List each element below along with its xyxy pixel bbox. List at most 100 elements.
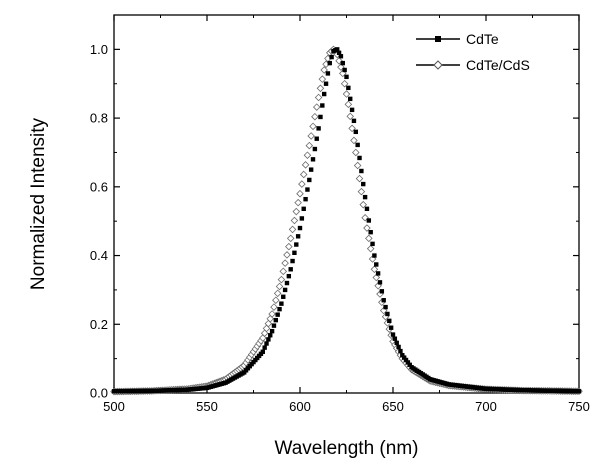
data-point — [321, 91, 327, 97]
legend-label-cdte: CdTe — [466, 31, 499, 47]
data-point — [370, 265, 379, 274]
data-point — [273, 317, 279, 323]
data-point — [275, 282, 284, 291]
data-point — [262, 345, 267, 350]
data-point — [296, 189, 304, 198]
data-point — [335, 47, 340, 52]
data-point — [366, 244, 375, 253]
data-point — [318, 114, 323, 120]
data-point — [346, 85, 351, 91]
y-tick-label: 0.2 — [90, 317, 108, 332]
data-point — [309, 122, 317, 131]
data-point — [372, 273, 381, 282]
data-point — [316, 126, 321, 131]
data-point — [359, 200, 368, 209]
data-point — [383, 304, 388, 310]
data-point — [400, 353, 405, 358]
data-point — [311, 112, 319, 121]
data-point — [342, 67, 347, 73]
data-point — [320, 103, 325, 108]
data-point — [338, 54, 344, 59]
data-point — [351, 118, 357, 124]
data-point — [294, 242, 299, 247]
data-point — [364, 206, 370, 212]
data-point — [316, 84, 325, 93]
data-point — [281, 259, 289, 267]
data-point — [407, 362, 412, 368]
data-point — [305, 187, 310, 192]
data-point — [281, 294, 286, 299]
data-point — [295, 234, 301, 239]
data-point — [290, 216, 299, 225]
data-point — [290, 258, 295, 264]
data-point — [348, 96, 353, 102]
data-point — [283, 251, 291, 259]
data-point — [273, 289, 282, 298]
data-point — [344, 74, 349, 80]
data-point — [346, 112, 354, 121]
data-point — [361, 181, 366, 187]
data-point — [385, 311, 390, 317]
x-tick-label: 650 — [382, 399, 404, 414]
legend-marker-cdte — [435, 36, 441, 42]
data-point — [396, 344, 401, 350]
data-point — [329, 54, 334, 60]
data-point — [314, 136, 319, 141]
data-point — [359, 168, 364, 174]
data-point — [365, 234, 373, 243]
data-point — [381, 298, 386, 303]
data-point — [576, 389, 582, 394]
data-point — [264, 341, 269, 346]
data-point — [308, 167, 314, 172]
x-tick-label: 700 — [475, 399, 497, 414]
data-point — [336, 50, 342, 55]
data-point — [342, 90, 351, 98]
data-point — [277, 306, 282, 312]
data-point — [307, 177, 312, 183]
legend-marker-cdte-cds — [433, 60, 443, 70]
data-point — [279, 267, 288, 276]
data-point — [272, 296, 280, 304]
data-point — [303, 151, 312, 159]
data-point — [362, 194, 368, 200]
data-point — [403, 357, 409, 363]
data-point — [268, 310, 276, 318]
data-point — [260, 349, 265, 354]
data-point — [297, 225, 303, 231]
data-point — [292, 207, 301, 216]
data-point — [268, 333, 273, 338]
data-point — [357, 155, 362, 161]
y-axis: 0.0 0.2 0.4 0.6 0.8 1.0 — [90, 14, 579, 401]
data-point — [394, 340, 399, 346]
data-point — [344, 100, 353, 109]
data-point — [271, 323, 277, 328]
data-point — [375, 271, 381, 276]
data-point — [288, 225, 297, 234]
data-point — [340, 60, 345, 66]
data-point — [368, 229, 373, 235]
data-point — [398, 348, 403, 354]
data-point — [292, 250, 297, 255]
data-point — [353, 129, 358, 135]
series-cdte-cds — [110, 45, 583, 396]
data-point — [355, 142, 360, 148]
data-point — [370, 241, 375, 247]
data-point — [335, 57, 343, 65]
data-point — [366, 218, 372, 223]
data-point — [374, 262, 379, 267]
data-point — [286, 234, 295, 243]
data-point — [288, 267, 293, 272]
y-tick-label: 1.0 — [90, 42, 108, 57]
data-point — [307, 132, 315, 140]
data-point — [363, 224, 371, 232]
legend-label-cdte-cds: CdTe/CdS — [466, 57, 530, 73]
data-point — [298, 180, 306, 188]
data-point — [303, 196, 308, 202]
data-point — [377, 280, 383, 285]
x-tick-label: 750 — [568, 399, 590, 414]
data-point — [305, 141, 314, 150]
legend: CdTe CdTe/CdS — [416, 31, 530, 73]
data-point — [312, 146, 318, 152]
data-point — [266, 337, 271, 342]
y-tick-label: 0.6 — [90, 179, 108, 194]
